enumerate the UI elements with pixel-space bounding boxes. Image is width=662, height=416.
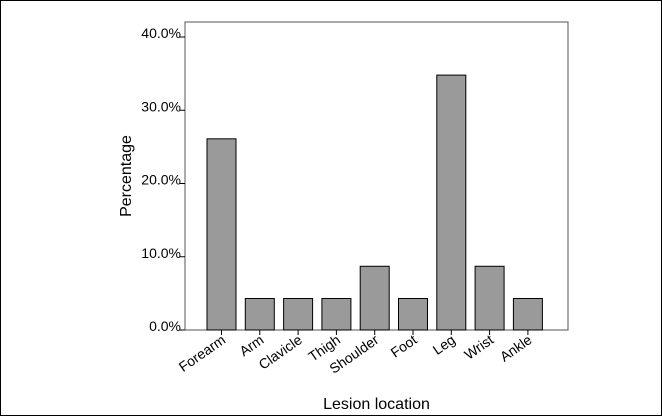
- x-axis-title: Lesion location: [323, 396, 430, 413]
- bar-wrist: [474, 265, 505, 331]
- x-tick-label: Wrist: [461, 331, 496, 362]
- y-tick-label: 30.0%: [141, 98, 181, 114]
- bar-clavicle: [283, 298, 314, 331]
- y-tick-label: 40.0%: [141, 25, 181, 41]
- y-axis: 0.0% 10.0% 20.0% 30.0% 40.0%: [141, 25, 185, 334]
- y-tick-label: 0.0%: [149, 318, 181, 334]
- x-tick-label: Clavicle: [255, 331, 305, 372]
- y-tick-label: 10.0%: [141, 245, 181, 261]
- x-tick-label: Forearm: [176, 331, 229, 374]
- bar-thigh: [321, 298, 352, 331]
- bar-ankle: [512, 298, 543, 331]
- bar-forearm: [206, 138, 237, 331]
- x-tick-label: Leg: [430, 331, 458, 358]
- x-tick-label: Foot: [388, 331, 420, 360]
- bar-foot: [398, 298, 428, 331]
- bar-leg: [436, 74, 467, 331]
- x-tick-label: Ankle: [497, 331, 535, 364]
- bar-shoulder: [359, 265, 390, 331]
- bar-arm: [244, 298, 275, 331]
- y-tick-label: 20.0%: [141, 172, 181, 188]
- bars: [206, 74, 543, 331]
- y-axis-title: Percentage: [118, 135, 135, 217]
